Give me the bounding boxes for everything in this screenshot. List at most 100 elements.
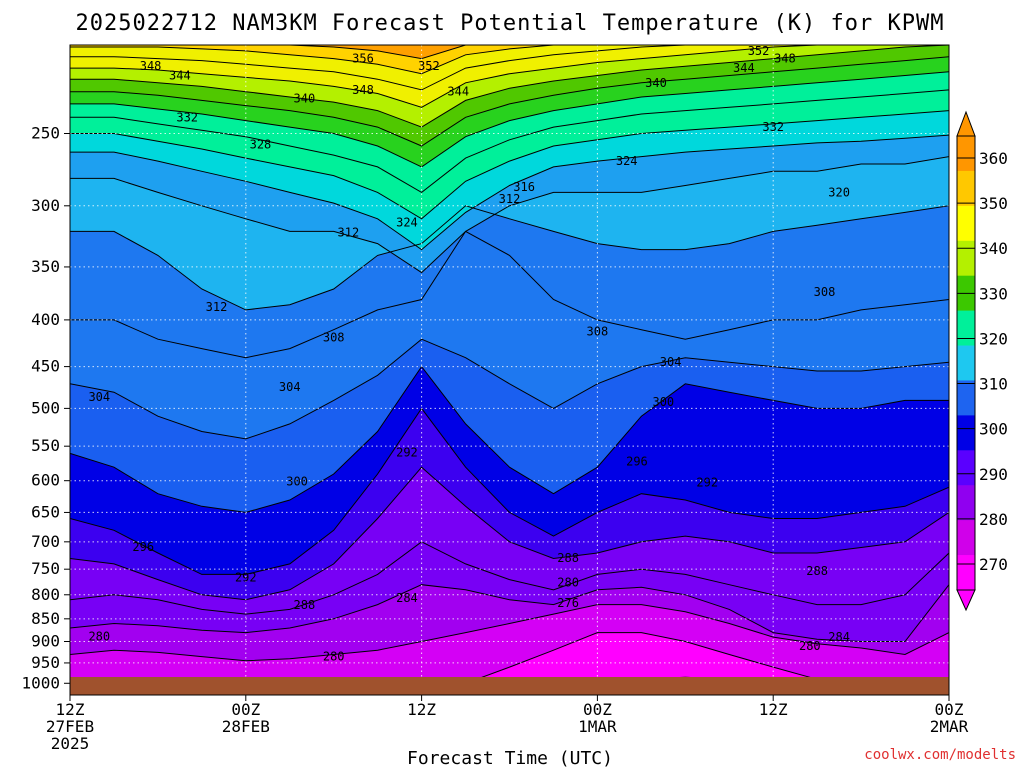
contour-label-text: 332 (176, 110, 198, 124)
isentrope-304 (70, 338, 949, 440)
x-tick-label: 12Z (407, 700, 436, 719)
x-tick-label: 1MAR (578, 717, 617, 736)
colorbar-segment (957, 310, 975, 347)
contour-label-17: 312 (499, 192, 521, 206)
contour-label-text: 344 (733, 61, 755, 75)
grid-lines (70, 45, 949, 695)
contour-label-text: 292 (696, 476, 718, 490)
y-tick-label: 950 (31, 653, 60, 672)
contour-label-text: 308 (587, 325, 609, 339)
contour-label-text: 280 (557, 576, 579, 590)
x-axis-title: Forecast Time (UTC) (407, 748, 613, 768)
isentrope-288 (70, 541, 949, 615)
y-tick-label: 800 (31, 585, 60, 604)
contour-label-36: 288 (557, 551, 579, 565)
contour-label-16: 316 (513, 180, 535, 194)
contour-label-39: 288 (806, 564, 828, 578)
colorbar-segment (957, 485, 975, 521)
contour-label-text: 308 (814, 285, 836, 299)
contour-label-text: 276 (557, 596, 579, 610)
y-tick-label: 250 (31, 123, 60, 142)
y-tick-label: 650 (31, 502, 60, 521)
x-tick-label: 12Z (56, 700, 85, 719)
colorbar-segment (957, 240, 975, 277)
contour-label-text: 320 (828, 185, 850, 199)
contour-label-text: 340 (294, 92, 316, 106)
plot-frame (69, 44, 950, 696)
contour-label-text: 288 (557, 551, 579, 565)
ground-surface (70, 677, 949, 695)
contour-label-5: 344 (169, 69, 191, 83)
contour-label-text: 296 (132, 540, 154, 554)
contour-label-2: 352 (748, 45, 770, 58)
isentrope-344 (70, 45, 949, 108)
x-tick-label: 12Z (759, 700, 788, 719)
contour-label-24: 304 (88, 390, 110, 404)
contour-label-text: 292 (396, 446, 418, 460)
isentrope-320 (70, 134, 949, 251)
contour-label-11: 332 (176, 110, 198, 124)
colorbar-label: 310 (979, 375, 1008, 394)
contour-label-33: 292 (235, 571, 257, 585)
isentrope-contours (70, 45, 949, 695)
contour-label-text: 312 (499, 192, 521, 206)
contour-label-28: 300 (286, 474, 308, 488)
colorbar-label: 290 (979, 465, 1008, 484)
contour-label-9: 340 (294, 92, 316, 106)
y-tick-label: 1000 (21, 673, 60, 692)
contour-label-text: 324 (616, 154, 638, 168)
contour-label-text: 288 (294, 598, 316, 612)
colorbar-segment (957, 136, 975, 172)
contour-label-text: 300 (652, 395, 674, 409)
x-tick-label: 28FEB (222, 717, 270, 736)
y-tick-label: 450 (31, 357, 60, 376)
isentrope-308 (70, 230, 949, 359)
isentrope-316 (70, 156, 949, 274)
contour-label-34: 288 (294, 598, 316, 612)
colorbar-bottom-arrow (956, 589, 976, 612)
contour-label-text: 312 (338, 226, 360, 240)
colorbar-segment (957, 450, 975, 486)
isentrope-284 (70, 584, 949, 642)
contour-label-20: 312 (206, 300, 228, 314)
colorbar-frame (956, 135, 976, 591)
contour-label-13: 332 (762, 120, 784, 134)
isentrope-352 (70, 45, 949, 75)
contour-label-31: 292 (696, 476, 718, 490)
contour-label-text: 352 (418, 59, 440, 73)
contour-label-4: 348 (140, 59, 162, 73)
contour-label-1: 352 (418, 59, 440, 73)
contour-label-27: 300 (652, 395, 674, 409)
contour-label-text: 356 (352, 52, 374, 66)
colorbar-segment (957, 170, 975, 207)
contour-label-text: 292 (235, 571, 257, 585)
contour-label-30: 292 (396, 446, 418, 460)
contour-label-text: 344 (447, 85, 469, 99)
contour-label-43: 284 (828, 630, 850, 644)
colorbar-segment (957, 520, 975, 556)
contour-label-text: 280 (799, 639, 821, 653)
pressure-axis: 250 300 350 400 450 500 550 600 650 700 750 800 850 9… (21, 123, 70, 692)
contour-label-text: 284 (396, 591, 418, 605)
isentrope-348 (70, 45, 949, 91)
y-tick-label: 350 (31, 257, 60, 276)
contour-label-text: 300 (286, 474, 308, 488)
band-theta-352 (70, 45, 949, 74)
contour-label-text: 340 (645, 76, 667, 90)
x-tick-label: 00Z (231, 700, 260, 719)
contour-label-25: 304 (279, 380, 301, 394)
x-tick-label: 27FEB (46, 717, 94, 736)
contour-label-text: 288 (806, 564, 828, 578)
y-tick-label: 300 (31, 196, 60, 215)
contour-label-text: 328 (250, 137, 272, 151)
colorbar-label: 280 (979, 510, 1008, 529)
colorbar-label: 300 (979, 420, 1008, 439)
credit-text: coolwx.com/modelts (864, 747, 1016, 763)
colorbar-label: 270 (979, 555, 1008, 574)
colorbar-label: 330 (979, 284, 1008, 303)
contour-label-text: 332 (762, 120, 784, 134)
contour-label-text: 296 (626, 455, 648, 469)
isentrope-312 (70, 205, 949, 311)
contour-label-32: 296 (132, 540, 154, 554)
